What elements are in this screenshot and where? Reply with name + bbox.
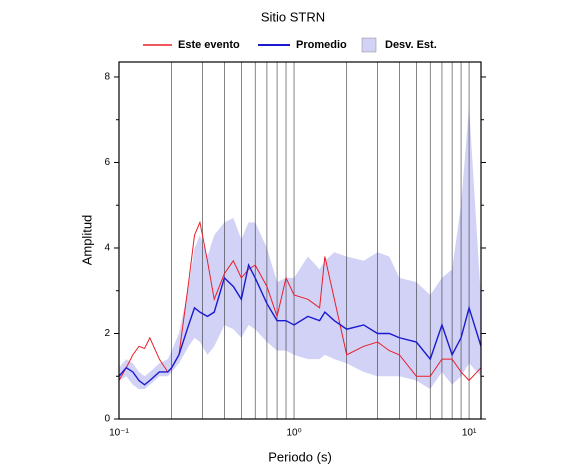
y-tick-label: 0 — [104, 414, 110, 425]
y-tick-label: 6 — [104, 157, 110, 168]
x-tick-label: 10⁰ — [286, 428, 301, 439]
chart-title: Sitio STRN — [261, 9, 325, 24]
legend-label: Desv. Est. — [385, 39, 437, 51]
legend-swatch — [361, 37, 377, 53]
series-line — [118, 263, 482, 386]
plot-frame — [118, 61, 482, 420]
x-axis-label: Periodo (s) — [268, 449, 332, 464]
legend-label: Promedio — [296, 39, 347, 51]
x-tick-label: 10¹ — [462, 428, 477, 439]
x-tick-label: 10⁻¹ — [109, 428, 129, 439]
series-line — [118, 220, 482, 382]
legend-label: Este evento — [178, 39, 240, 51]
y-axis-label: Amplitud — [79, 215, 94, 266]
y-tick-label: 4 — [104, 243, 110, 254]
std-band — [119, 106, 481, 390]
y-tick-label: 2 — [104, 328, 110, 339]
y-tick-label: 8 — [104, 72, 110, 83]
